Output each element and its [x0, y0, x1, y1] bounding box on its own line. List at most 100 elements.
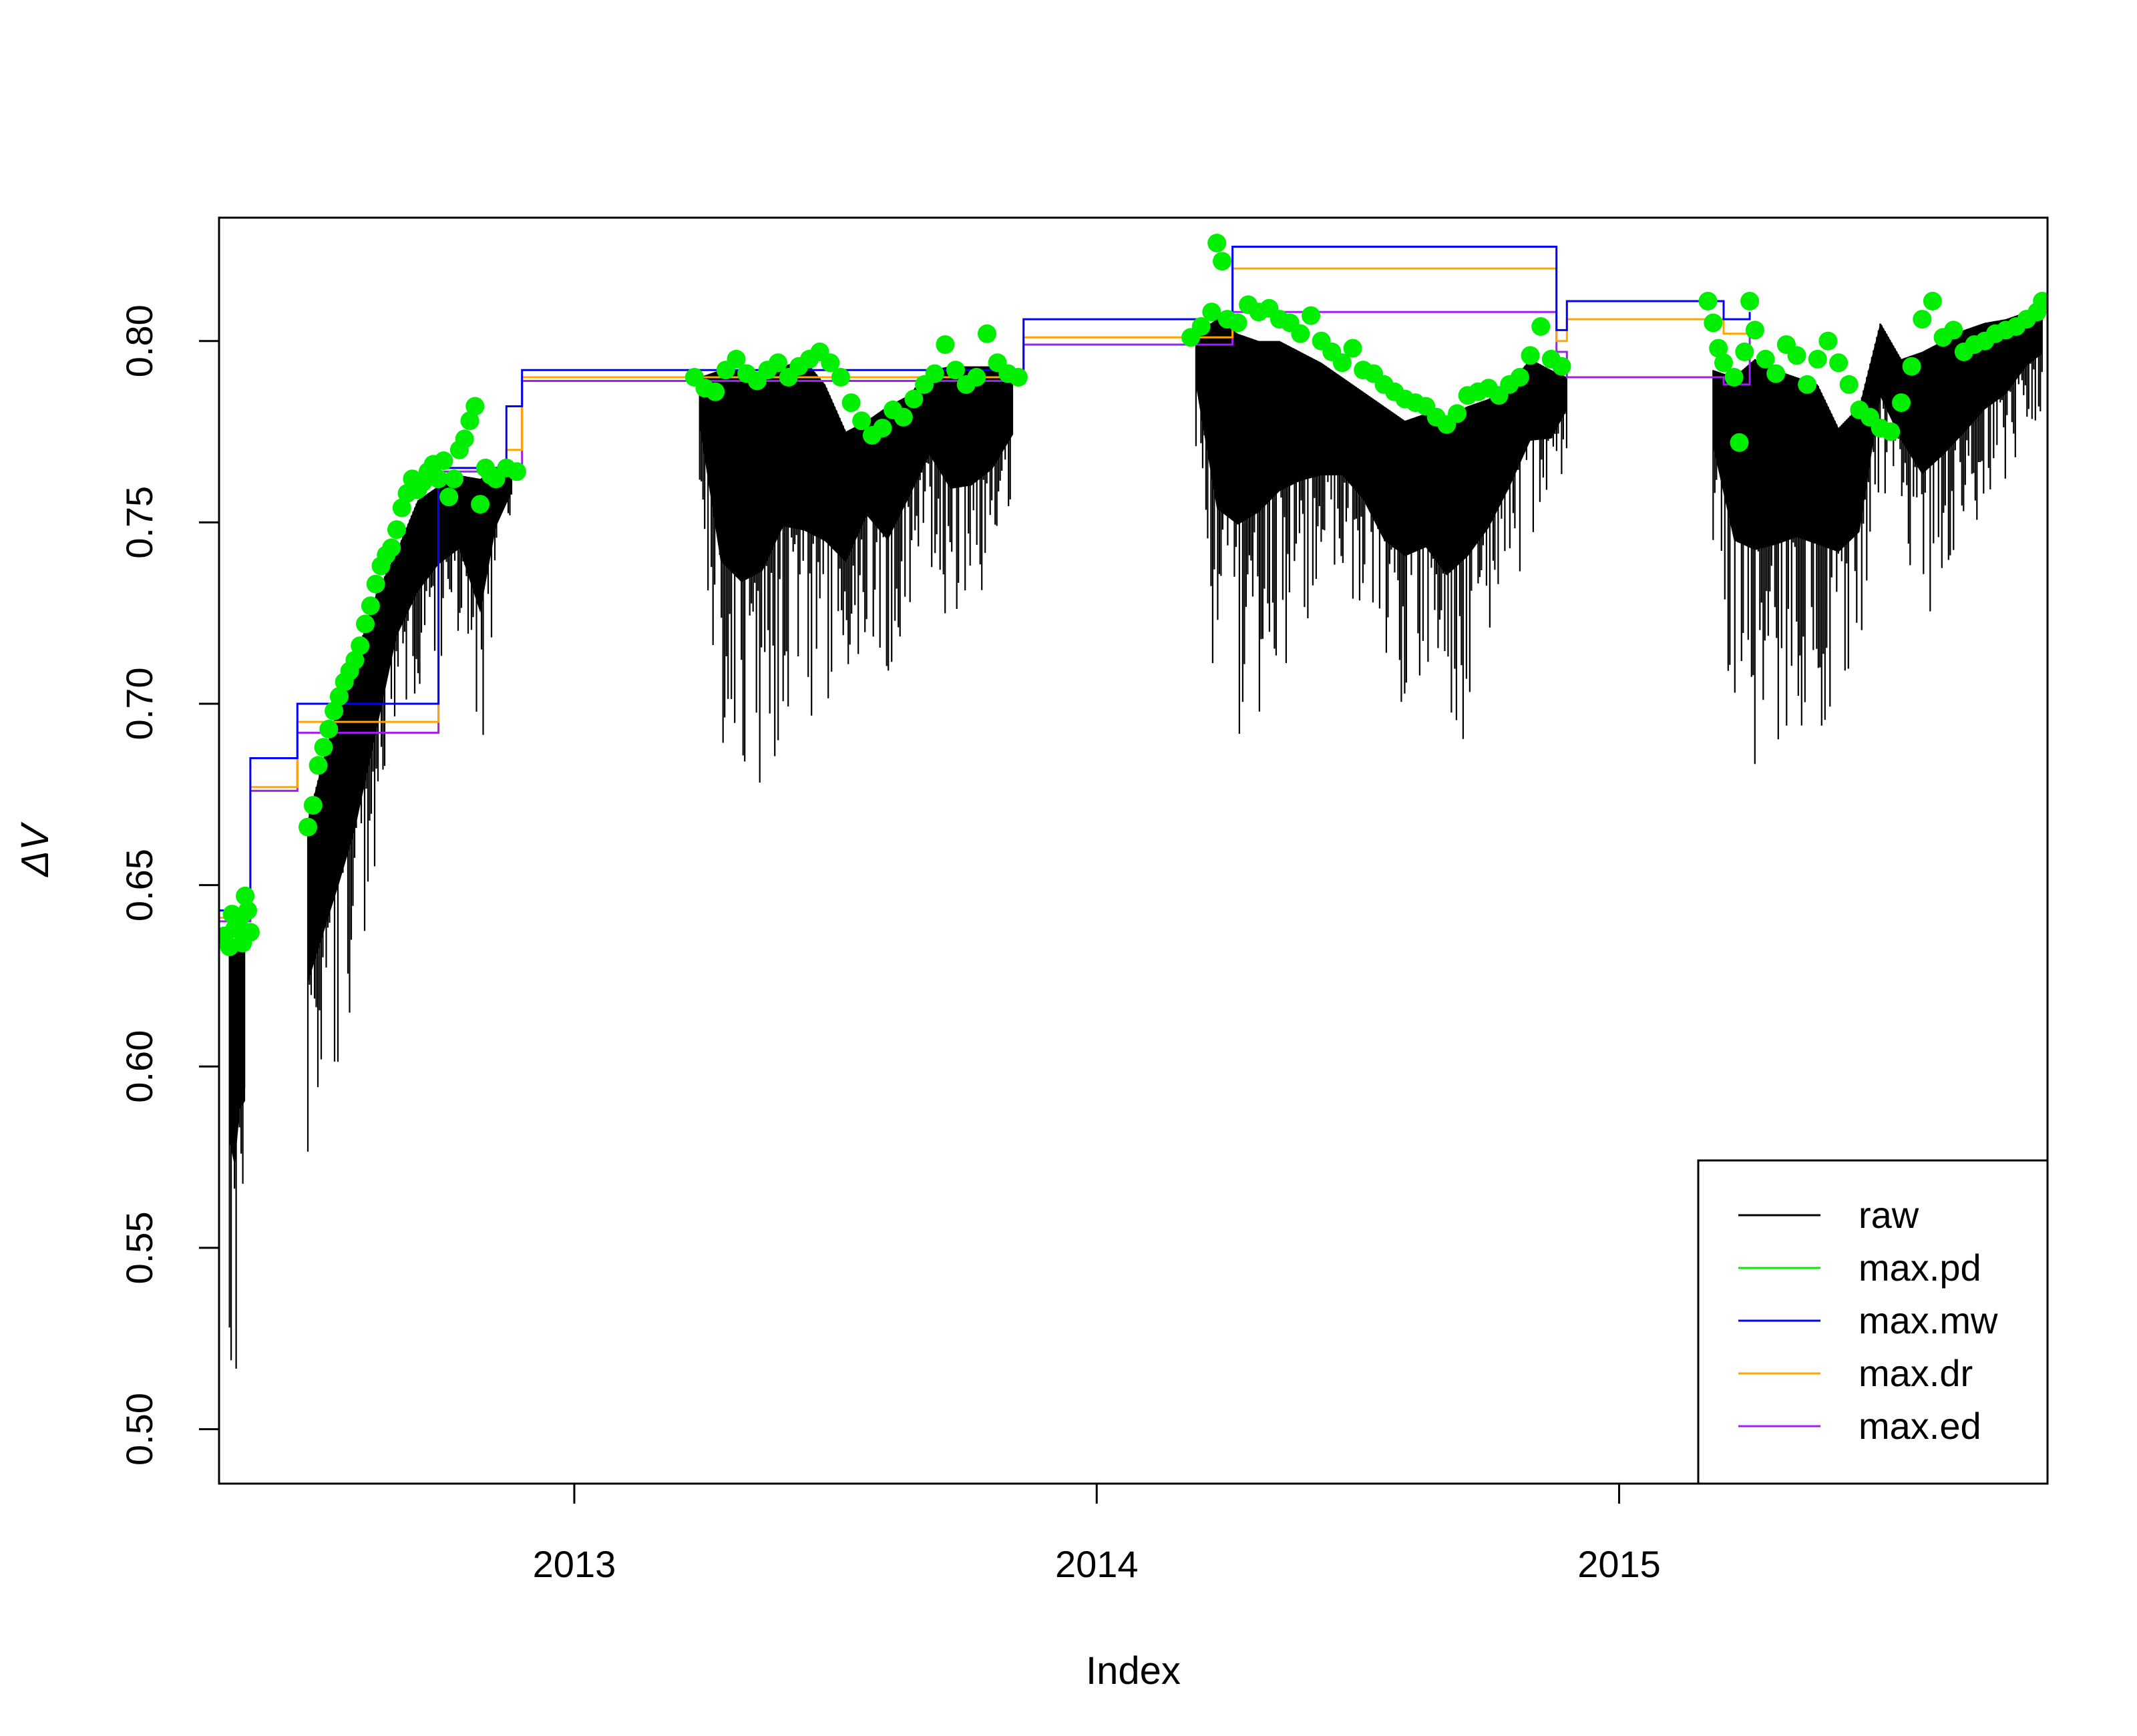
max-pd-point	[1704, 313, 1723, 333]
max-pd-point	[429, 469, 448, 489]
max-pd-point	[325, 701, 344, 720]
max-pd-point	[455, 429, 474, 449]
legend: raw max.pd max.mw max.dr max.ed	[1697, 1159, 2049, 1485]
raw-segment	[307, 467, 513, 1152]
max-pd-point	[1745, 320, 1764, 340]
max-pd-point	[361, 596, 380, 616]
max-pd-point	[946, 361, 965, 380]
max-pd-point	[925, 364, 944, 383]
max-pd-point	[1881, 422, 1901, 441]
max-pd-point	[1343, 339, 1362, 358]
max-pd-point	[1291, 324, 1310, 343]
max-pd-point	[1202, 302, 1221, 322]
max-pd-point	[439, 487, 459, 507]
max-pd-point	[1191, 317, 1211, 336]
max-pd-point	[978, 324, 996, 343]
max-pd-point	[319, 720, 339, 738]
max-pd-point	[1698, 292, 1718, 310]
raw-segment	[1712, 304, 2043, 765]
raw-segment	[1195, 319, 1567, 739]
x-axis: 2013 2014 2015	[533, 1482, 1661, 1585]
legend-label: max.mw	[1859, 1299, 1998, 1341]
raw-spikes	[1195, 320, 1567, 739]
max-pd-point	[356, 614, 375, 634]
max-pd-point	[1521, 346, 1540, 365]
legend-label: max.ed	[1859, 1405, 1981, 1447]
max-pd-point	[460, 411, 479, 431]
max-pd-point	[769, 353, 787, 373]
x-tick-label: 2014	[1055, 1543, 1139, 1585]
x-axis-label: Index	[1086, 1649, 1181, 1693]
max-pd-point	[465, 397, 485, 416]
max-pd-point	[936, 335, 955, 355]
max-pd-point	[240, 923, 260, 942]
max-pd-point	[1787, 346, 1806, 365]
max-pd-point	[1730, 433, 1749, 452]
max-pd-point	[1944, 320, 1963, 340]
max-pd-point	[1213, 252, 1231, 271]
max-pd-point	[1913, 310, 1932, 329]
max-pd-point	[1839, 375, 1859, 394]
max-pd-point	[1818, 331, 1838, 351]
max-pd-point	[238, 901, 257, 920]
raw-spikes	[307, 467, 513, 1152]
max-pd-point	[1207, 234, 1227, 252]
max-pd-point	[392, 498, 411, 517]
max-pd-point	[706, 382, 725, 401]
max-pd-point	[236, 886, 255, 905]
max-pd-point	[821, 353, 840, 373]
max-pd-point	[303, 796, 323, 815]
max-pd-point	[314, 738, 333, 757]
max-pd-point	[382, 538, 401, 558]
series-max-pd-points	[219, 234, 2048, 956]
y-tick-label: 0.65	[118, 849, 160, 921]
raw-spikes	[228, 923, 246, 1369]
max-pd-point	[1228, 313, 1247, 333]
max-pd-point	[366, 574, 385, 594]
raw-segment	[228, 921, 246, 1369]
max-pd-point	[1798, 375, 1817, 394]
max-pd-point	[329, 687, 349, 706]
max-pd-point	[1923, 292, 1942, 310]
max-pd-point	[841, 393, 861, 413]
max-pd-point	[727, 349, 746, 369]
max-pd-point	[1740, 292, 1760, 310]
y-tick-label: 0.50	[118, 1393, 160, 1466]
max-pd-point	[1808, 349, 1827, 369]
max-pd-point	[894, 407, 913, 427]
y-tick-label: 0.70	[118, 668, 160, 740]
max-pd-point	[387, 520, 406, 539]
max-pd-point	[345, 650, 365, 670]
max-pd-point	[1332, 353, 1352, 373]
max-pd-point	[1902, 357, 1921, 376]
max-pd-point	[1766, 364, 1786, 383]
max-pd-point	[2033, 292, 2048, 310]
max-pd-point	[1531, 317, 1551, 336]
max-pd-point	[507, 462, 526, 481]
y-tick-label: 0.75	[118, 486, 160, 559]
max-pd-point	[904, 389, 924, 409]
max-pd-point	[873, 419, 892, 438]
max-pd-point	[471, 495, 490, 514]
x-tick-label: 2013	[533, 1543, 616, 1585]
legend-label: raw	[1859, 1194, 1919, 1236]
max-pd-point	[967, 368, 986, 387]
y-tick-label: 0.80	[118, 304, 160, 377]
max-pd-point	[1709, 339, 1728, 358]
series-layer	[219, 234, 2048, 1369]
max-pd-point	[831, 368, 850, 387]
x-tick-label: 2015	[1577, 1543, 1661, 1585]
max-pd-point	[351, 636, 370, 656]
max-pd-point	[1302, 306, 1320, 325]
max-pd-point	[299, 817, 317, 837]
max-pd-point	[1008, 368, 1028, 387]
y-axis-label: ΔV	[13, 821, 57, 878]
legend-label: max.dr	[1859, 1352, 1973, 1394]
raw-segment	[699, 359, 1014, 783]
max-pd-point	[309, 756, 328, 775]
max-pd-point	[1724, 368, 1744, 387]
legend-label: max.pd	[1859, 1247, 1981, 1289]
max-pd-point	[434, 451, 453, 470]
y-tick-label: 0.55	[118, 1211, 160, 1284]
